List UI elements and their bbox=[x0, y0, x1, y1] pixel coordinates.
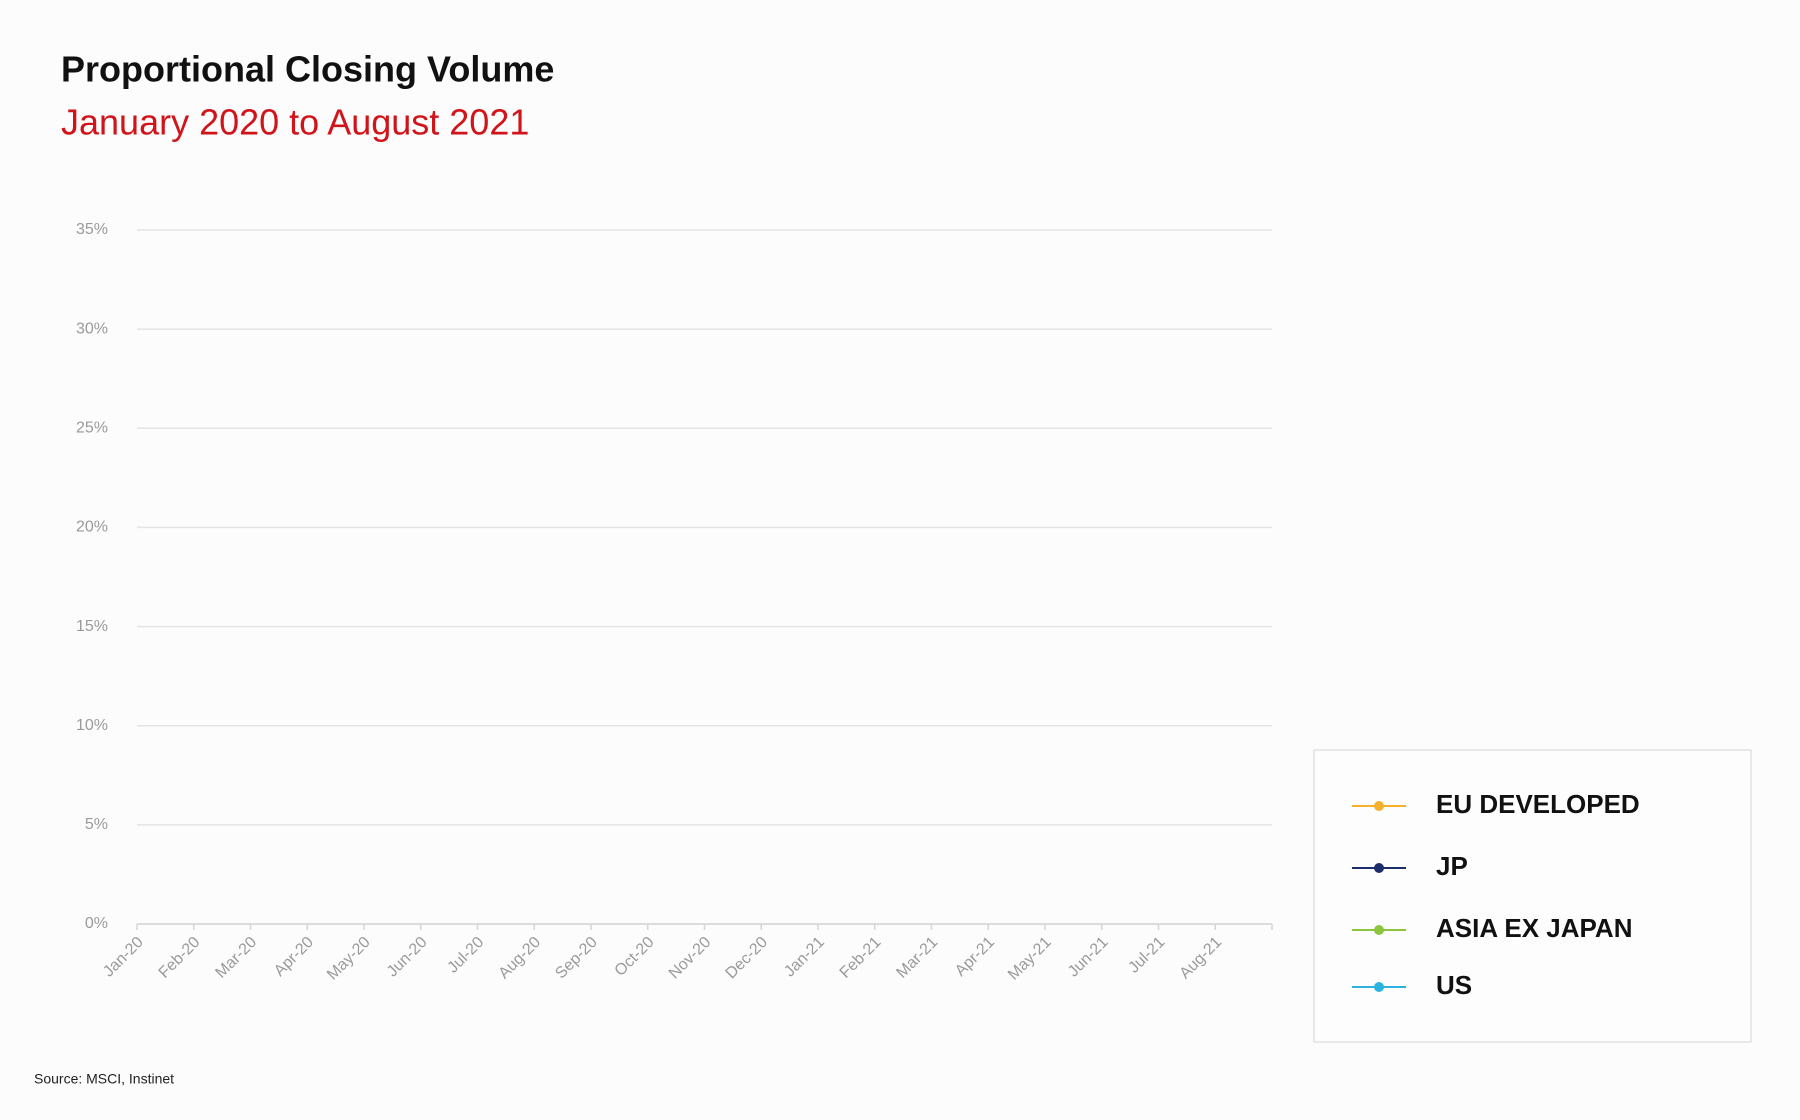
chart-title: Proportional Closing Volume bbox=[61, 49, 554, 90]
legend-swatch-dot bbox=[1374, 801, 1384, 811]
x-tick-label: Jun-20 bbox=[384, 934, 431, 981]
x-tick-label: Feb-20 bbox=[156, 934, 204, 982]
legend-label: US bbox=[1436, 970, 1472, 1000]
legend-label: ASIA EX JAPAN bbox=[1436, 913, 1633, 943]
legend-label: JP bbox=[1436, 851, 1468, 881]
x-tick-label: Mar-21 bbox=[893, 934, 941, 982]
x-tick-label: Nov-20 bbox=[666, 934, 715, 983]
x-tick-label: Dec-20 bbox=[723, 934, 772, 983]
y-tick-label: 20% bbox=[76, 519, 108, 536]
x-tick-label: May-21 bbox=[1005, 934, 1055, 984]
legend-swatch-dot bbox=[1374, 863, 1384, 873]
x-tick-label: Mar-20 bbox=[212, 934, 260, 982]
x-tick-label: Feb-21 bbox=[837, 934, 885, 982]
y-tick-label: 25% bbox=[76, 420, 108, 437]
legend-swatch-dot bbox=[1374, 982, 1384, 992]
legend-swatch-dot bbox=[1374, 925, 1384, 935]
x-tick-label: Jul-21 bbox=[1125, 934, 1168, 977]
legend-label: EU DEVELOPED bbox=[1436, 789, 1640, 819]
source-note: Source: MSCI, Instinet bbox=[34, 1071, 174, 1087]
y-tick-label: 0% bbox=[85, 915, 108, 932]
legend-box bbox=[1313, 749, 1752, 1043]
x-tick-label: Jan-21 bbox=[781, 934, 828, 981]
y-tick-label: 35% bbox=[76, 221, 108, 238]
y-tick-label: 5% bbox=[85, 816, 108, 833]
x-tick-label: Jan-20 bbox=[100, 934, 147, 981]
x-tick-label: Aug-21 bbox=[1177, 934, 1226, 983]
x-tick-label: Jun-21 bbox=[1065, 934, 1112, 981]
x-tick-label: Jul-20 bbox=[444, 934, 487, 977]
y-tick-label: 30% bbox=[76, 320, 108, 337]
x-tick-label: Oct-20 bbox=[612, 934, 658, 980]
x-tick-label: Apr-21 bbox=[952, 934, 998, 980]
x-tick-label: Apr-20 bbox=[271, 934, 317, 980]
chart-subtitle: January 2020 to August 2021 bbox=[61, 102, 529, 143]
x-tick-label: Sep-20 bbox=[552, 934, 601, 983]
x-tick-label: May-20 bbox=[324, 934, 374, 984]
y-tick-label: 10% bbox=[76, 717, 108, 734]
x-tick-label: Aug-20 bbox=[496, 934, 545, 983]
y-tick-label: 15% bbox=[76, 618, 108, 635]
